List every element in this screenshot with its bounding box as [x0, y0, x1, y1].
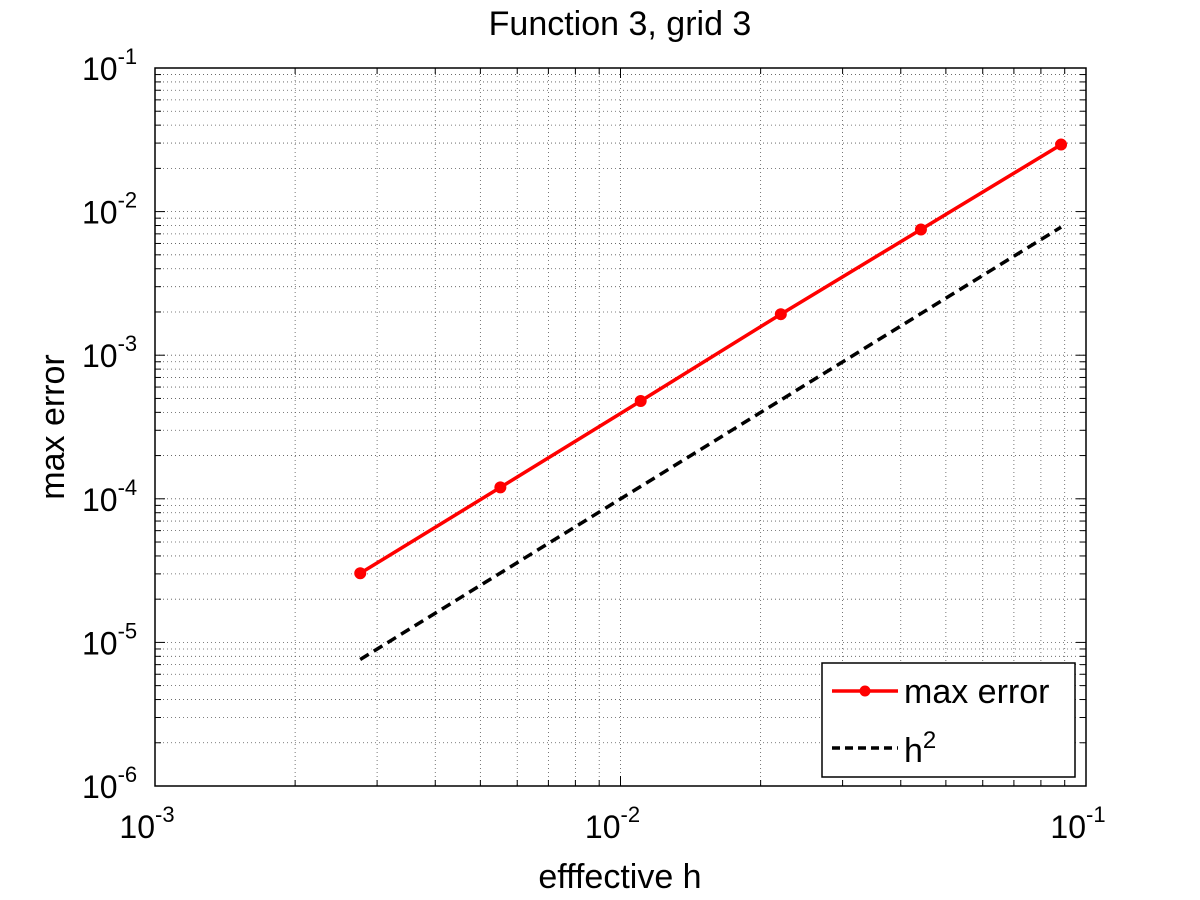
- y-axis-label: max error: [34, 354, 72, 499]
- chart-title: Function 3, grid 3: [489, 5, 752, 43]
- y-tick-label-base: 10: [82, 769, 118, 805]
- legend-label-h2-sup: 2: [923, 727, 936, 754]
- x-tick-label-base: 10: [1050, 809, 1086, 845]
- data-point: [494, 481, 507, 494]
- y-tick-label: 10-1: [82, 44, 137, 87]
- x-tick-label-base: 10: [585, 809, 621, 845]
- y-tick-label-exp: -4: [118, 475, 138, 500]
- data-point: [634, 394, 647, 407]
- x-tick-label: 10-1: [1050, 802, 1105, 845]
- y-tick-label-exp: -2: [118, 188, 138, 213]
- y-tick-label: 10-3: [82, 331, 137, 374]
- data-point: [354, 567, 367, 580]
- series-line-0: [359, 143, 1063, 575]
- y-tick-label-base: 10: [82, 51, 118, 87]
- y-tick-label-exp: -5: [118, 618, 138, 643]
- y-tick-label: 10-4: [82, 475, 137, 518]
- data-point: [914, 223, 927, 236]
- plot-frame: [154, 67, 1087, 787]
- y-tick-label: 10-2: [82, 188, 137, 231]
- legend: max error h2: [821, 662, 1076, 778]
- tick-marks: [154, 68, 1086, 787]
- y-tick-label-base: 10: [82, 625, 118, 661]
- x-tick-label: 10-2: [585, 802, 640, 845]
- x-tick-label-base: 10: [119, 809, 155, 845]
- data-point: [1055, 138, 1068, 151]
- series-layer: [354, 138, 1068, 661]
- legend-box: [821, 662, 1076, 778]
- x-tick-label-exp: -3: [155, 802, 175, 827]
- x-tick-label: 10-3: [119, 802, 174, 845]
- y-tick-label-base: 10: [82, 195, 118, 231]
- tick-labels: 10-3 10-2 10-110-610-510-410-310-210-1: [82, 44, 1106, 845]
- x-tick-label-exp: -2: [621, 802, 641, 827]
- y-tick-label-exp: -3: [118, 331, 138, 356]
- y-tick-label-base: 10: [82, 482, 118, 518]
- y-tick-label-exp: -6: [118, 762, 138, 787]
- y-tick-label-exp: -1: [118, 44, 138, 69]
- x-axis-label: efffective h: [538, 858, 701, 896]
- legend-label-h2-base: h: [904, 732, 923, 770]
- legend-label-h2: h2: [904, 727, 936, 770]
- data-point: [774, 308, 787, 321]
- y-tick-label-base: 10: [82, 338, 118, 374]
- series-line-1: [359, 225, 1063, 661]
- x-tick-label-exp: -1: [1086, 802, 1106, 827]
- y-tick-label: 10-5: [82, 618, 137, 661]
- legend-marker-max-error: [859, 685, 871, 697]
- legend-label-max-error: max error: [904, 673, 1049, 711]
- y-tick-label: 10-6: [82, 762, 137, 805]
